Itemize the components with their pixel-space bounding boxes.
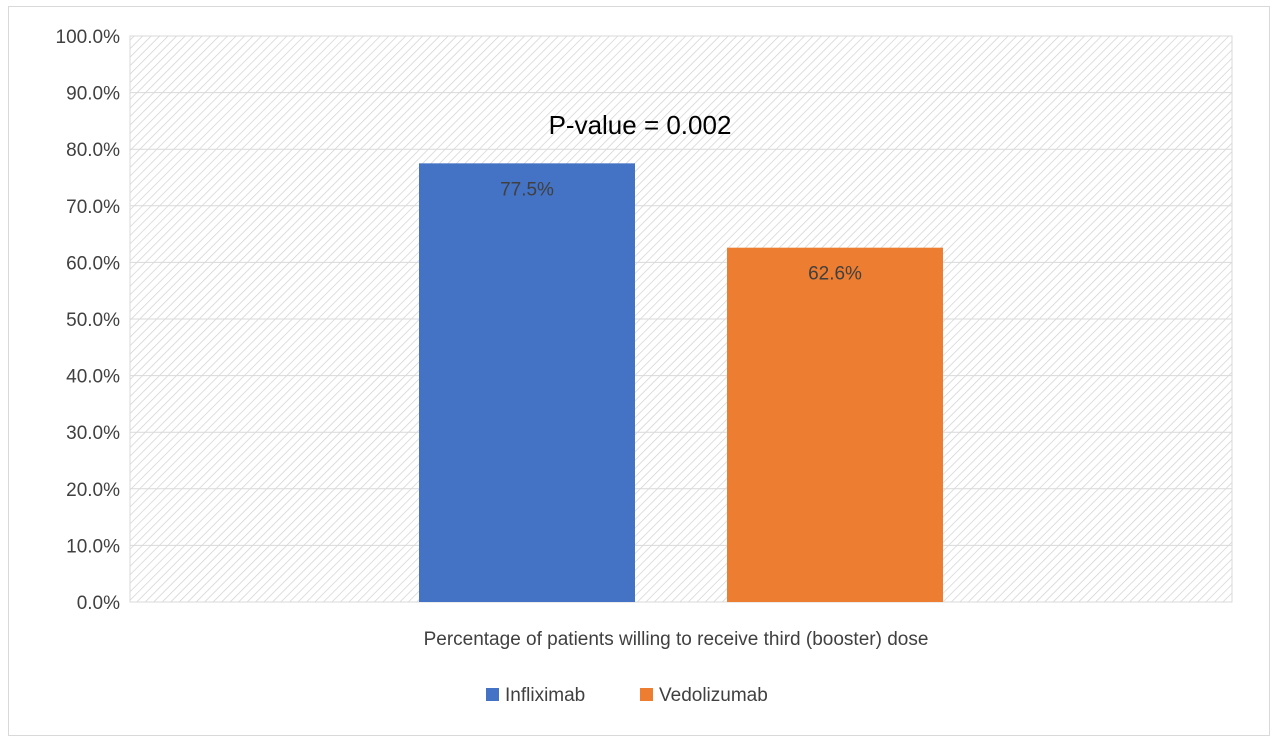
y-tick-label: 100.0% (56, 27, 121, 48)
y-axis-ticks: 0.0% 10.0% 20.0% 30.0% 40.0% 50.0% 60.0% 70.0% 8… (56, 27, 121, 614)
y-tick-label: 80.0% (66, 140, 120, 161)
legend: Infliximab Vedolizumab (486, 685, 768, 706)
y-tick-label: 40.0% (66, 367, 120, 388)
y-tick-label: 50.0% (66, 310, 120, 331)
bar-vedolizumab (727, 247, 943, 602)
y-tick-label: 20.0% (66, 480, 120, 501)
data-labels: 77.5% 62.6% (500, 179, 862, 284)
y-tick-label: 90.0% (66, 84, 120, 105)
legend-label-infliximab: Infliximab (505, 685, 585, 706)
data-label-infliximab: 77.5% (500, 179, 554, 200)
bars (419, 163, 943, 602)
p-value-annotation: P-value = 0.002 (549, 110, 732, 140)
legend-swatch-vedolizumab (640, 688, 653, 701)
legend-swatch-infliximab (486, 688, 499, 701)
y-tick-label: 0.0% (77, 593, 120, 614)
gridlines (130, 35, 1232, 603)
y-tick-label: 70.0% (66, 197, 120, 218)
data-label-vedolizumab: 62.6% (808, 264, 862, 285)
y-tick-label: 60.0% (66, 253, 120, 274)
y-tick-label: 10.0% (66, 536, 120, 557)
x-axis-category-label: Percentage of patients willing to receiv… (424, 629, 929, 650)
y-tick-label: 30.0% (66, 423, 120, 444)
legend-label-vedolizumab: Vedolizumab (659, 685, 768, 706)
bar-infliximab (419, 163, 635, 602)
